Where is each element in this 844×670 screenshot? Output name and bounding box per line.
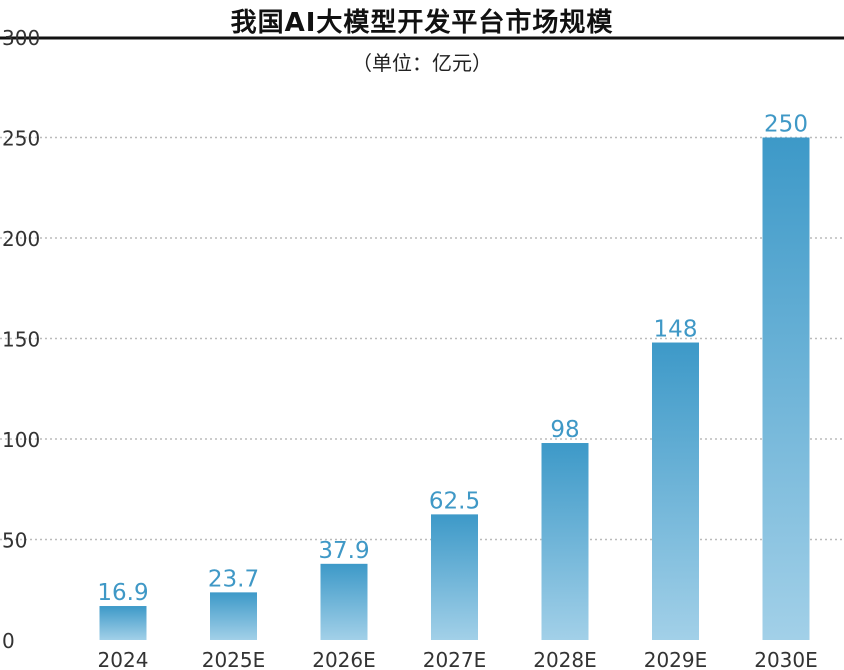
x-tick-label: 2030E	[754, 648, 818, 670]
data-label: 23.7	[208, 566, 259, 592]
bar	[99, 606, 147, 640]
value-labels: 16.9 23.7 37.9 62.5 98 148 250	[97, 112, 808, 607]
bar	[541, 443, 589, 640]
x-tick-label: 2028E	[533, 648, 597, 670]
y-tick-label: 200	[2, 227, 40, 251]
y-tick-label: 250	[2, 127, 40, 151]
x-tick-label: 2025E	[202, 648, 266, 670]
x-axis-ticks: 2024 2025E 2026E 2027E 2028E 2029E 2030E	[98, 648, 818, 670]
x-tick-label: 2026E	[312, 648, 376, 670]
x-tick-label: 2024	[98, 648, 149, 670]
y-tick-label: 50	[2, 529, 27, 553]
chart-subtitle: （单位：亿元）	[352, 51, 492, 75]
data-label: 37.9	[318, 538, 369, 564]
x-tick-label: 2029E	[644, 648, 708, 670]
y-tick-label: 0	[2, 629, 15, 653]
data-label: 148	[654, 317, 698, 343]
bar	[431, 514, 478, 640]
bar	[652, 342, 699, 640]
y-tick-label: 300	[2, 26, 40, 50]
y-tick-label: 100	[2, 428, 40, 452]
data-label: 62.5	[429, 488, 480, 514]
bars	[99, 137, 810, 640]
data-label: 16.9	[97, 580, 148, 606]
data-label: 98	[550, 417, 579, 443]
x-tick-label: 2027E	[423, 648, 487, 670]
grid-lines	[0, 136, 844, 541]
bar	[762, 137, 810, 640]
data-label: 250	[764, 112, 808, 138]
y-tick-label: 150	[2, 328, 40, 352]
title-bar: 我国AI大模型开发平台市场规模	[0, 0, 844, 40]
chart-title: 我国AI大模型开发平台市场规模	[230, 8, 614, 38]
y-axis-ticks: 0 50 100 150 200 250 300	[2, 26, 40, 653]
bar	[320, 563, 368, 640]
bar	[210, 592, 257, 640]
